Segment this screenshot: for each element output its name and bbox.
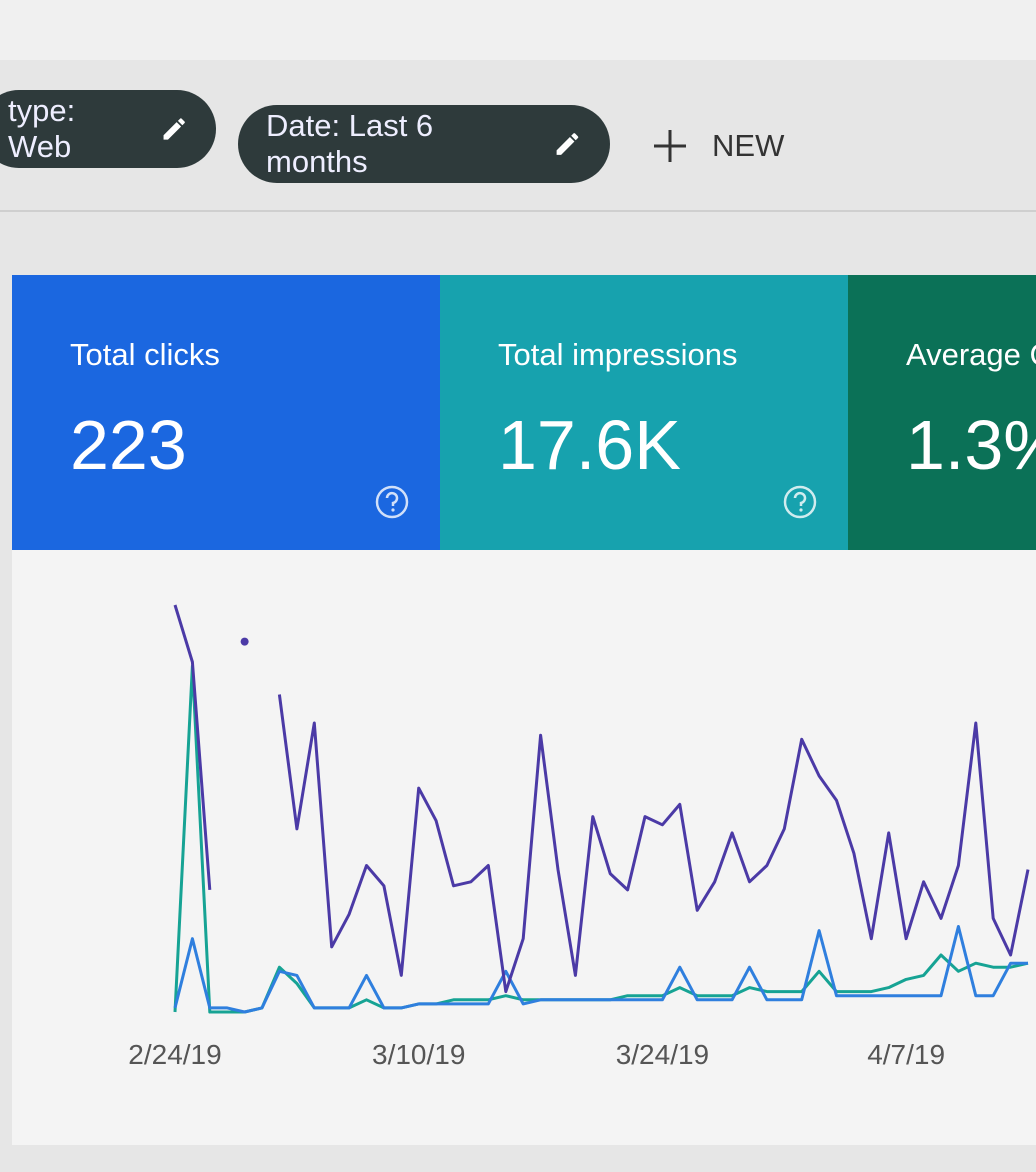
edit-icon	[163, 118, 185, 140]
filter-chip[interactable]: type: Web	[0, 90, 216, 168]
metric-value: 17.6K	[498, 406, 681, 484]
x-tick-label: 4/7/19	[867, 1039, 945, 1070]
top-bar	[0, 0, 1036, 60]
metric-label: Total impressions	[498, 337, 738, 372]
divider	[0, 210, 1036, 212]
metric-card[interactable]: Total clicks 223	[12, 275, 440, 550]
chip-label: Date: Last 6 months	[266, 108, 434, 179]
series-line	[173, 925, 1028, 1014]
series-line	[277, 694, 1030, 994]
x-tick-label: 3/24/19	[616, 1039, 709, 1070]
filter-chip[interactable]: Date: Last 6 months	[238, 105, 610, 183]
metric-label: Average CT	[906, 337, 1036, 372]
series-line	[173, 604, 212, 891]
metric-value: 1.3%	[906, 406, 1036, 484]
chip-label: type: Web	[8, 93, 76, 164]
chart-panel: 2/24/19 3/10/19 3/24/19 4/7/19	[12, 550, 1036, 1145]
chart: 2/24/19 3/10/19 3/24/19 4/7/19	[128, 604, 1030, 1070]
new-label: NEW	[712, 128, 785, 163]
x-tick-label: 3/10/19	[372, 1039, 465, 1070]
metric-label: Total clicks	[70, 337, 220, 372]
plus-icon	[654, 130, 686, 162]
series-line	[173, 664, 1029, 1014]
help-icon[interactable]	[782, 484, 818, 520]
help-icon[interactable]	[374, 484, 410, 520]
metric-card[interactable]: Average CT 1.3%	[848, 275, 1036, 550]
x-tick-label: 2/24/19	[128, 1039, 221, 1070]
metric-value: 223	[70, 406, 187, 484]
metric-card[interactable]: Total impressions 17.6K	[440, 275, 848, 550]
data-point	[240, 637, 249, 646]
new-filter-button[interactable]: NEW	[652, 128, 784, 164]
edit-icon	[556, 133, 579, 155]
